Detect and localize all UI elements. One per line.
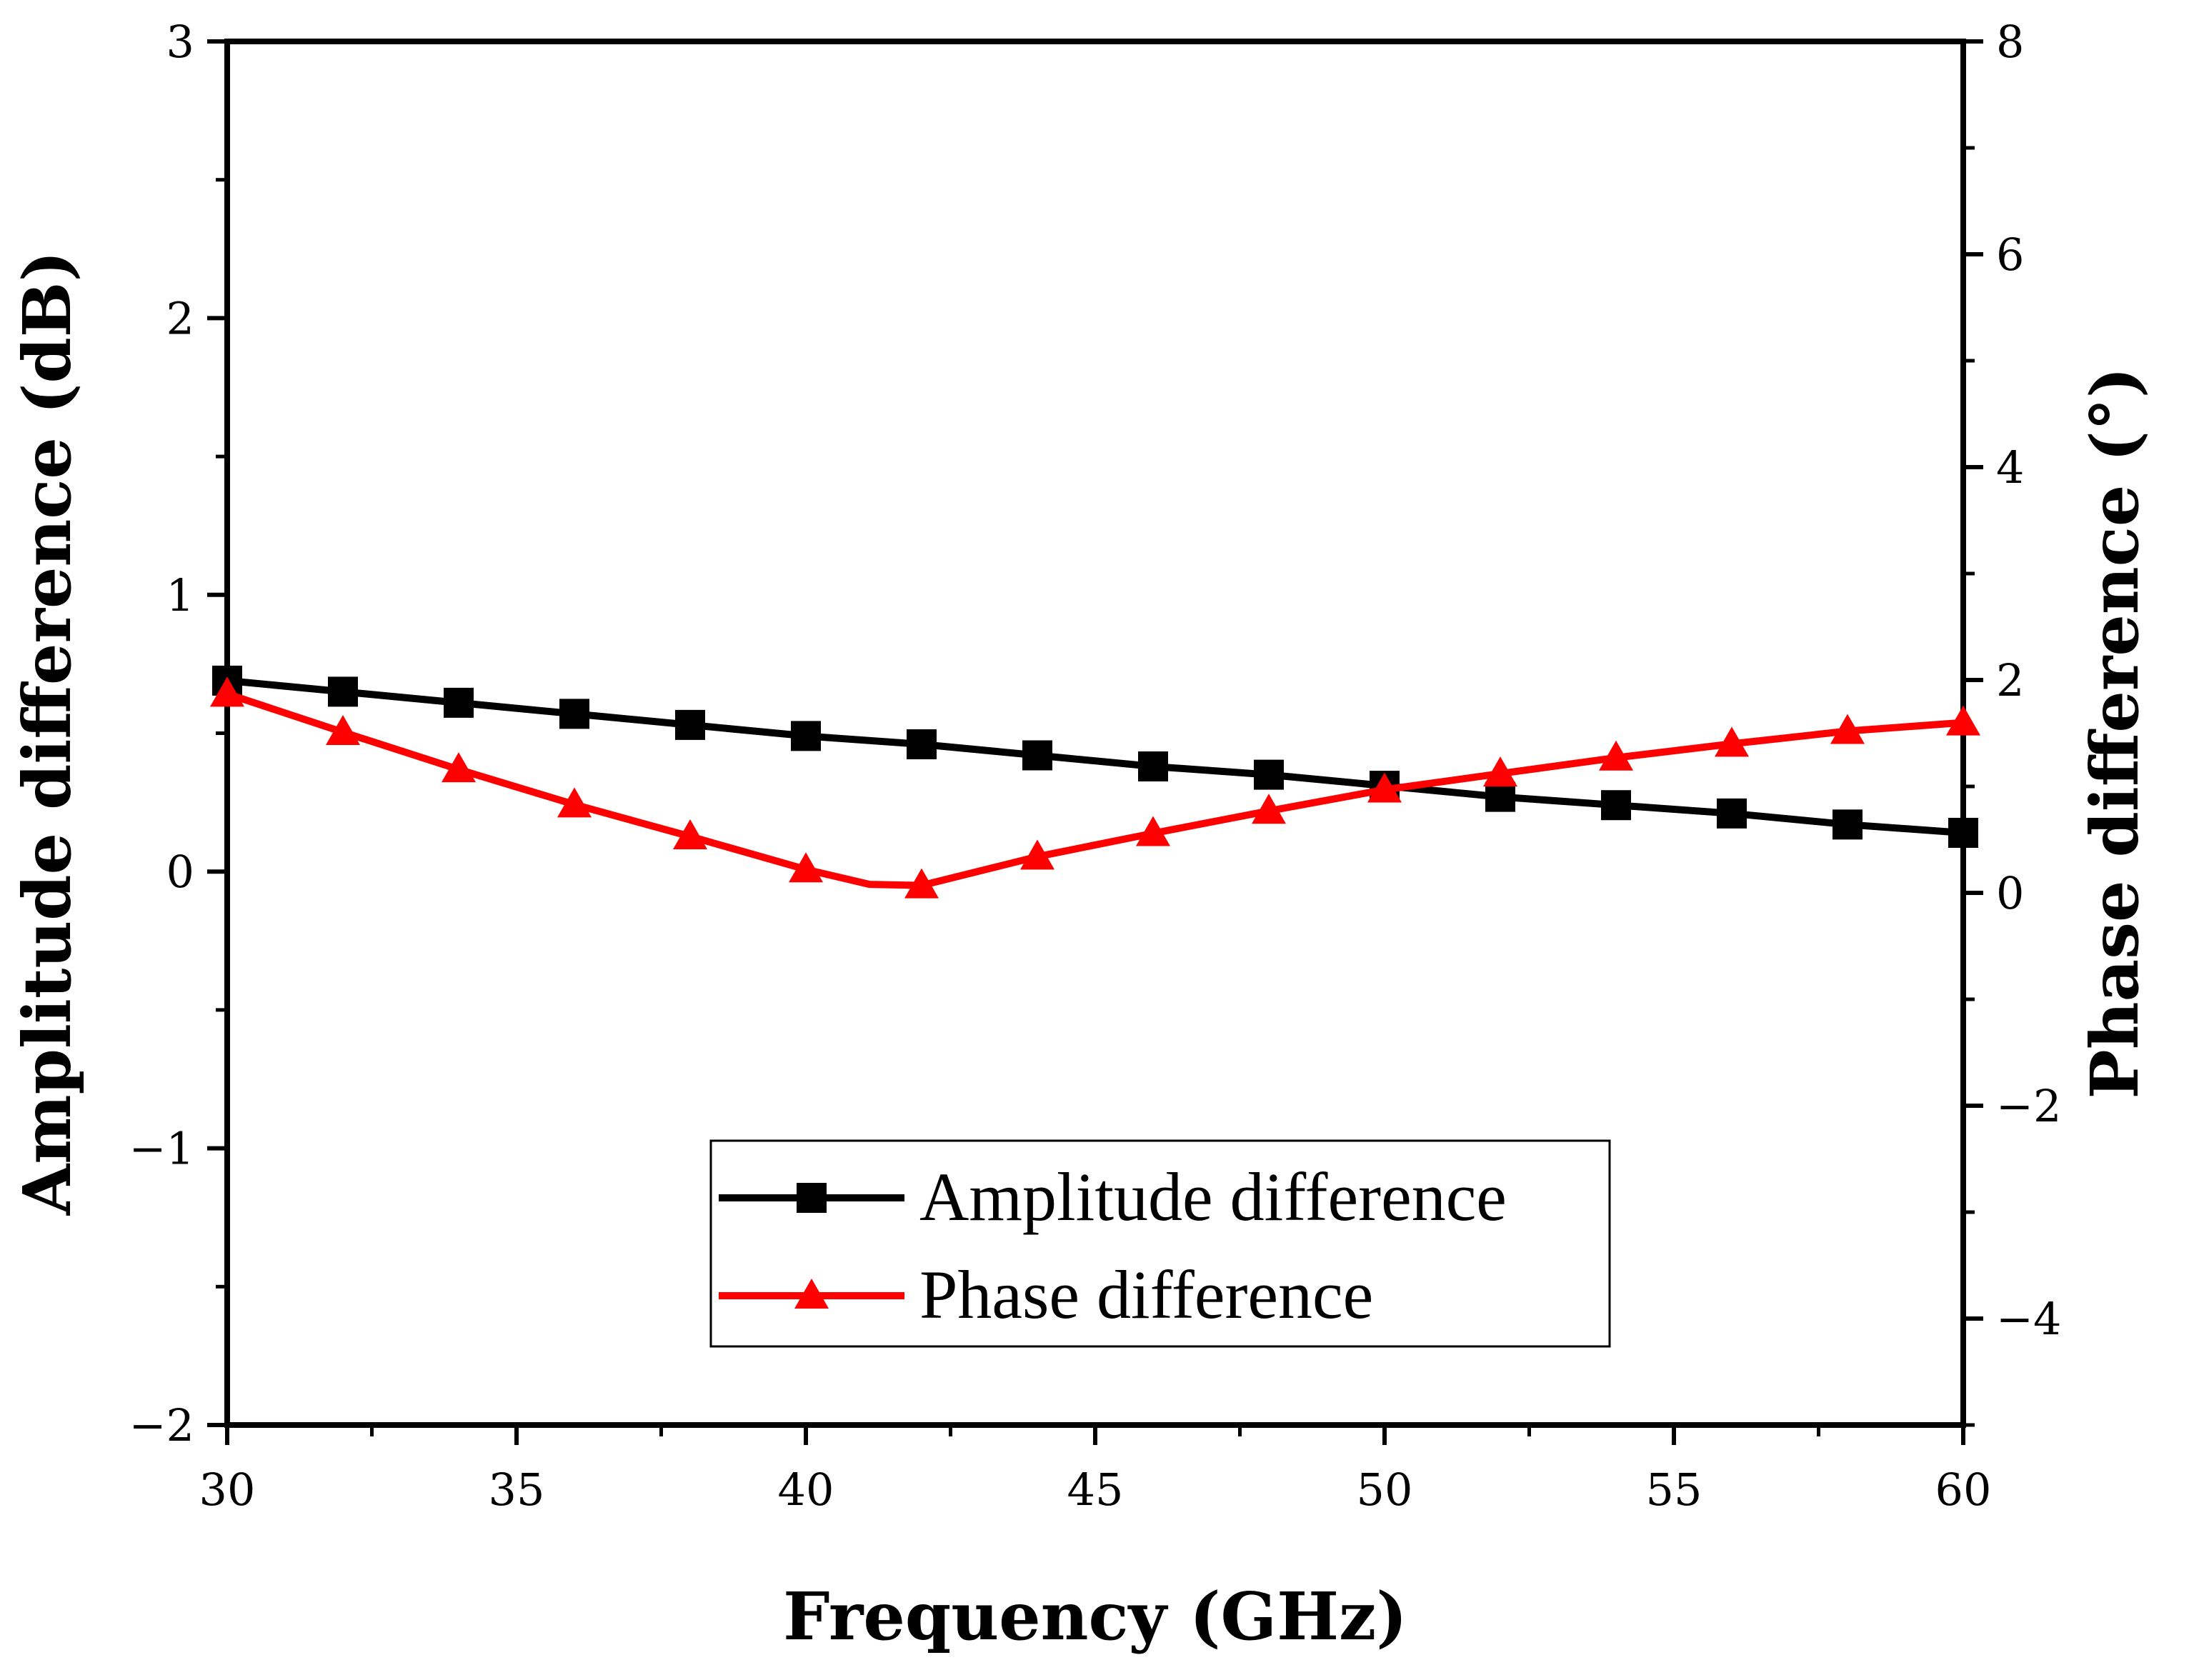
y-tick-label: 2 (166, 292, 194, 344)
y2-tick-label: −2 (1996, 1080, 2061, 1132)
phase-series-line (226, 690, 1964, 889)
legend-marker-phase (794, 1279, 829, 1309)
amplitude-point (1254, 759, 1284, 790)
amplitude-series-line (226, 676, 1964, 836)
amplitude-point (1717, 798, 1747, 829)
amplitude-point (1948, 817, 1978, 848)
phase-point (1252, 794, 1286, 824)
phase-point (1367, 772, 1402, 803)
amplitude-point (791, 721, 821, 751)
left-y-axis: −2 −1 0 1 2 3 (129, 16, 227, 1451)
y-tick-label: 0 (166, 846, 194, 898)
phase-point (1599, 740, 1633, 771)
amplitude-point (1485, 781, 1515, 812)
x-tick-label: 40 (778, 1464, 834, 1516)
legend-box (709, 1139, 1611, 1348)
y2-tick-label: 4 (1996, 441, 2024, 494)
amplitude-point (1833, 809, 1863, 840)
right-y-axis-title: Phase difference (°) (2076, 367, 2153, 1099)
amplitude-point (1138, 751, 1168, 781)
amplitude-point (444, 687, 474, 718)
phase-point (789, 852, 823, 883)
amplitude-point (1022, 740, 1052, 771)
phase-point (673, 819, 707, 850)
y2-tick-label: 6 (1996, 229, 2024, 281)
phase-point (1830, 714, 1865, 744)
phase-point (1136, 816, 1170, 846)
phase-point (1483, 756, 1517, 787)
legend-label-phase: Phase difference (919, 1256, 1373, 1333)
y-tick-label: −2 (129, 1399, 194, 1451)
y2-tick-label: −4 (1996, 1293, 2061, 1345)
right-y-axis: −4 −2 0 2 4 6 8 (1963, 16, 2061, 1427)
phase-point (1946, 705, 1980, 736)
y-tick-label: −1 (129, 1123, 194, 1175)
phase-point (1020, 839, 1054, 870)
legend-label-amplitude: Amplitude difference (919, 1159, 1507, 1235)
y2-tick-label: 8 (1996, 16, 2024, 68)
phase-point (1715, 726, 1749, 757)
amplitude-point (328, 676, 358, 707)
phase-point (557, 787, 592, 818)
x-tick-label: 60 (1935, 1464, 1992, 1516)
y2-tick-label: 0 (1996, 867, 2024, 919)
left-y-axis-title: Amplitude difference (dB) (9, 251, 86, 1216)
phase-point (210, 676, 244, 707)
y-tick-label: 3 (166, 16, 194, 68)
amplitude-point (559, 699, 589, 729)
x-axis-title: Frequency (GHz) (783, 1578, 1407, 1655)
amplitude-point (1601, 790, 1631, 821)
x-tick-label: 30 (199, 1464, 256, 1516)
series-layer (210, 665, 1980, 899)
amplitude-point (675, 709, 705, 740)
x-tick-label: 50 (1357, 1464, 1413, 1516)
x-tick-label: 55 (1646, 1464, 1702, 1516)
y-tick-label: 1 (166, 569, 194, 621)
legend: Amplitude difference Phase difference (709, 1139, 1611, 1348)
amplitude-point (907, 729, 937, 759)
legend-marker-amplitude (797, 1183, 827, 1213)
x-axis: 30 35 40 45 50 55 60 (199, 1425, 1992, 1516)
x-tick-label: 45 (1067, 1464, 1124, 1516)
x-tick-label: 35 (489, 1464, 545, 1516)
y2-tick-label: 2 (1996, 654, 2024, 706)
phase-point (442, 752, 476, 783)
phase-point (904, 868, 939, 899)
phase-point (326, 715, 360, 746)
